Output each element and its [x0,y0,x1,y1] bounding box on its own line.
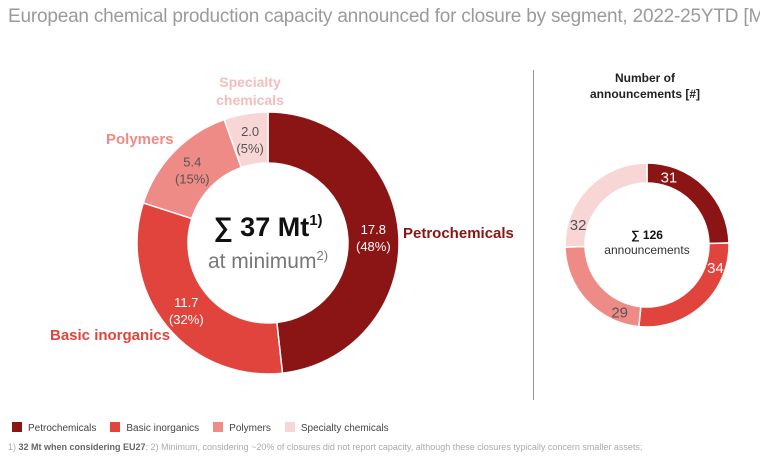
slice-value-label: 29 [611,305,628,322]
legend-item: Polymers [213,422,271,434]
legend-label: Polymers [229,423,271,434]
footnote-rest: ; 2) Minimum, considering ~20% of closur… [145,442,643,452]
legend-label: Basic inorganics [126,423,200,434]
legend-label: Petrochemicals [28,423,97,434]
legend-item: Petrochemicals [12,422,96,434]
slice-value-label: 11.7 [174,295,198,310]
footnote-prefix: 1) [8,442,19,452]
slice-percent-label: (5%) [236,141,263,156]
footnote-bold: 32 Mt when considering EU27 [18,442,146,452]
legend-swatch [110,422,121,432]
label-polymers: Polymers [106,131,174,148]
slice-value-label: 32 [570,217,587,234]
label-specialty-chemicals: Specialty chemicals [216,74,284,108]
slice-value-label: 17.8 [361,222,386,237]
label-basic-inorganics: Basic inorganics [50,327,171,344]
slice-value-label: 5.4 [183,155,201,170]
announcements-label: announcements [604,243,689,257]
legend-swatch [213,422,224,432]
total-capacity: ∑ 37 Mt1) [213,212,322,242]
total-announcements: ∑ 126 [631,228,663,242]
slice-percent-label: (15%) [175,172,210,187]
donut-slice-specialty-chemicals [564,162,648,248]
donut-slice-basic-inorganics [136,201,284,375]
announcements-title: Number of announcements [#] [589,71,700,101]
legend-swatch [284,422,295,432]
legend-label: Specialty chemicals [300,423,389,434]
slice-value-label: 2.0 [241,124,259,139]
legend-swatch [12,422,22,432]
slice-value-label: 34 [707,260,724,277]
footnote: 1) 32 Mt when considering EU27; 2) Minim… [8,442,642,452]
label-petrochemicals: Petrochemicals [403,225,514,242]
at-minimum-label: at minimum2) [208,248,328,273]
slice-percent-label: (48%) [356,239,391,254]
slice-value-label: 31 [661,169,678,186]
legend-item: Basic inorganics [110,422,199,434]
slice-percent-label: (32%) [169,312,204,327]
donut-slice-petrochemicals [267,111,400,375]
donut-slice-specialty-chemicals [223,111,269,169]
legend: Petrochemicals Basic inorganics Polymers… [12,422,389,434]
donut-slice-polymers [564,245,642,328]
divider [533,70,534,400]
legend-item: Specialty chemicals [284,422,389,434]
chart-title: European chemical production capacity an… [8,6,760,27]
